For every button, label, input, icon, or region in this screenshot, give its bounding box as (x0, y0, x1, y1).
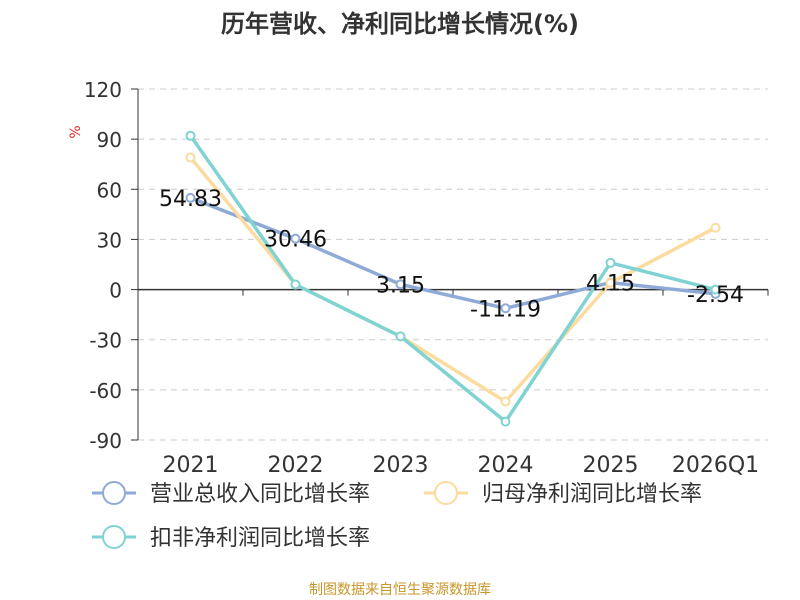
data-point (395, 331, 406, 342)
data-point (290, 279, 301, 290)
data-label: -2.54 (687, 283, 744, 308)
series-line-1 (188, 155, 718, 404)
data-point (605, 277, 616, 288)
data-label: 3.15 (376, 273, 425, 298)
data-label: 4.15 (586, 272, 635, 297)
data-labels: 54.83 30.46 3.15 -11.19 4.15 -2.54 (159, 187, 744, 322)
data-point (185, 152, 196, 163)
x-tick-label: 2024 (478, 453, 534, 478)
data-label: 30.46 (264, 228, 327, 253)
y-tick-label: 60 (97, 178, 122, 202)
data-label: 54.83 (159, 187, 222, 212)
x-tick-label: 2021 (163, 453, 219, 478)
data-point (395, 279, 406, 290)
x-axis: 2021 2022 2023 2024 2025 2026Q1 (137, 288, 769, 478)
legend-label: 归母净利润同比增长率 (482, 482, 702, 507)
data-point (290, 233, 301, 244)
series-lines (188, 134, 718, 424)
data-point (500, 303, 511, 314)
data-point (605, 257, 616, 268)
x-tick-label: 2023 (373, 453, 429, 478)
data-point (710, 222, 721, 233)
x-tick-label: 2025 (583, 453, 639, 478)
y-tick-label: -60 (89, 379, 122, 403)
y-tick-label: 120 (84, 78, 122, 102)
legend-label: 营业总收入同比增长率 (150, 482, 370, 507)
data-point (500, 396, 511, 407)
y-axis-ticks: 120 90 60 30 0 -30 -60 -90 (84, 78, 139, 453)
x-tick-label: 2026Q1 (672, 453, 759, 478)
source-note: 制图数据来自恒生聚源数据库 (309, 582, 491, 598)
data-point (185, 130, 196, 141)
y-tick-label: 30 (97, 228, 122, 252)
data-point (185, 192, 196, 203)
legend-marker-icon (102, 481, 126, 505)
chart-title: 历年营收、净利同比增长情况(%) (221, 10, 579, 38)
data-point (710, 284, 721, 295)
grid (138, 88, 768, 441)
legend-marker-icon (102, 525, 126, 549)
legend-label: 扣非净利润同比增长率 (150, 526, 370, 551)
data-point (500, 416, 511, 427)
series-line-2 (188, 134, 718, 424)
y-axis-label: % (68, 125, 84, 138)
data-label: -11.19 (470, 297, 541, 322)
y-tick-label: -30 (89, 329, 122, 353)
x-tick-label: 2022 (268, 453, 324, 478)
series-points (185, 130, 721, 427)
y-tick-label: 0 (109, 279, 122, 303)
y-tick-label: 90 (97, 128, 122, 152)
y-tick-label: -90 (89, 429, 122, 453)
series-line-0 (188, 196, 718, 311)
legend-marker-icon (434, 481, 458, 505)
